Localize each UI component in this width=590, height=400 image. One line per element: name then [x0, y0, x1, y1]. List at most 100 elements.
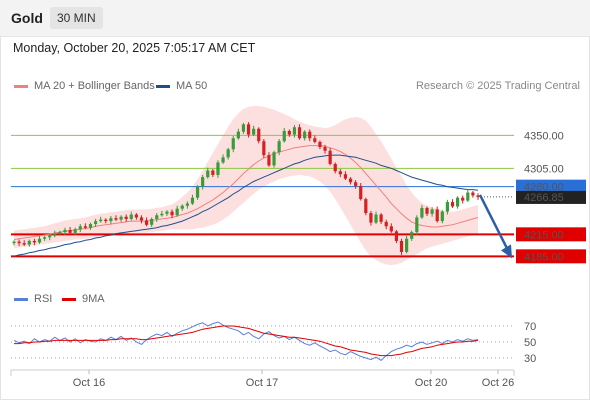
- candle-body: [63, 229, 67, 233]
- datetime-label: Monday, October 20, 2025 7:05:17 AM CET: [13, 41, 256, 55]
- candle-body: [272, 152, 276, 166]
- candle-body: [471, 192, 475, 196]
- ma50-line: [13, 154, 479, 257]
- candle-body: [221, 157, 225, 163]
- candle-body: [27, 240, 31, 245]
- candle-body: [109, 218, 113, 222]
- forecast-arrow: [478, 194, 511, 253]
- candle-body: [364, 199, 368, 214]
- candle-body: [338, 171, 342, 175]
- candle-body: [313, 138, 317, 142]
- candle-body: [425, 207, 429, 214]
- candles-group: [12, 122, 480, 255]
- copyright-text: Research © 2025 Trading Central: [415, 80, 580, 92]
- candle-body: [170, 211, 174, 216]
- candle-body: [292, 127, 297, 135]
- price-level-tag-3: [516, 227, 586, 242]
- x-tick-label: Oct 16: [73, 377, 105, 389]
- instrument-title: Gold: [11, 10, 43, 26]
- candle-body: [394, 231, 399, 241]
- rsi-line: [13, 321, 479, 362]
- candle-body: [12, 241, 16, 244]
- candle-body: [450, 202, 455, 207]
- price-level-label-1: 4305.00: [524, 163, 564, 175]
- candle-body: [257, 128, 261, 142]
- candle-body: [348, 178, 353, 183]
- legend-label-ma20: MA 20 + Bollinger Bands: [34, 80, 155, 92]
- candle-body: [369, 213, 373, 223]
- candle-body: [466, 192, 470, 201]
- ma9-swatch: [62, 297, 76, 301]
- price-level-label-0: 4350.00: [524, 130, 564, 142]
- candle-body: [303, 131, 307, 139]
- candle-body: [216, 162, 220, 175]
- chart-header: Gold 30 MIN: [0, 0, 590, 37]
- candle-body: [190, 197, 195, 204]
- candle-body: [456, 197, 460, 207]
- legend-item-rsi: RSI: [14, 293, 52, 305]
- candle-body: [185, 203, 189, 206]
- candle-body: [226, 149, 230, 158]
- legend-item-9ma: 9MA: [62, 293, 105, 305]
- x-tick-label: Oct 20: [415, 377, 447, 389]
- x-tick-label: Oct 26: [482, 377, 514, 389]
- candle-body: [343, 174, 348, 179]
- candle-body: [88, 224, 93, 228]
- candle-body: [68, 229, 72, 233]
- candle-body: [32, 240, 36, 243]
- candle-body: [328, 150, 332, 164]
- candle-body: [195, 186, 200, 198]
- candle-body: [175, 208, 179, 216]
- candle-body: [318, 141, 322, 148]
- candle-body: [73, 229, 77, 233]
- candle-body: [379, 214, 383, 222]
- candle-body: [359, 185, 363, 200]
- current-price-tag: [516, 190, 586, 204]
- price-level-label-3: 4215.00: [524, 229, 564, 241]
- candle-body: [180, 205, 184, 209]
- current-price-label: 4266.85: [524, 192, 564, 204]
- candle-body: [48, 235, 52, 238]
- candle-body: [461, 197, 465, 201]
- candle-body: [323, 147, 327, 151]
- candle-body: [236, 131, 240, 139]
- x-tick-label: Oct 17: [246, 377, 278, 389]
- candle-body: [144, 220, 149, 225]
- candle-body: [389, 226, 393, 232]
- candle-body: [405, 238, 409, 252]
- candle-body: [22, 243, 26, 245]
- candle-body: [354, 182, 358, 186]
- candle-body: [246, 124, 251, 135]
- candle-body: [129, 214, 133, 219]
- candle-body: [160, 213, 164, 216]
- candle-body: [58, 232, 62, 234]
- candle-body: [277, 141, 281, 153]
- candle-body: [119, 216, 123, 220]
- timeframe-badge[interactable]: 30 MIN: [50, 7, 103, 29]
- candle-body: [440, 211, 444, 222]
- candle-body: [93, 221, 98, 225]
- candle-body: [262, 141, 266, 156]
- candle-body: [139, 217, 144, 221]
- candle-body: [165, 211, 169, 214]
- legend-item-ma50: MA 50: [156, 80, 207, 92]
- candle-body: [399, 240, 404, 252]
- candle-body: [211, 170, 215, 175]
- rsi-swatch: [14, 297, 28, 301]
- candle-body: [150, 218, 154, 225]
- legend-label-ma50: MA 50: [176, 80, 208, 92]
- candle-body: [445, 202, 450, 212]
- candle-body: [124, 216, 128, 219]
- rsi-level-label-0: 70: [524, 321, 536, 333]
- candle-body: [333, 163, 337, 172]
- candle-body: [476, 195, 480, 197]
- candle-body: [231, 138, 235, 150]
- candle-body: [430, 209, 434, 214]
- candle-body: [282, 130, 286, 142]
- legend-label-9ma: 9MA: [82, 293, 105, 305]
- ma20-swatch: [14, 84, 28, 88]
- candle-body: [134, 214, 138, 218]
- price-level-tag-4: [516, 249, 586, 264]
- rsi-level-label-1: 50: [524, 337, 536, 349]
